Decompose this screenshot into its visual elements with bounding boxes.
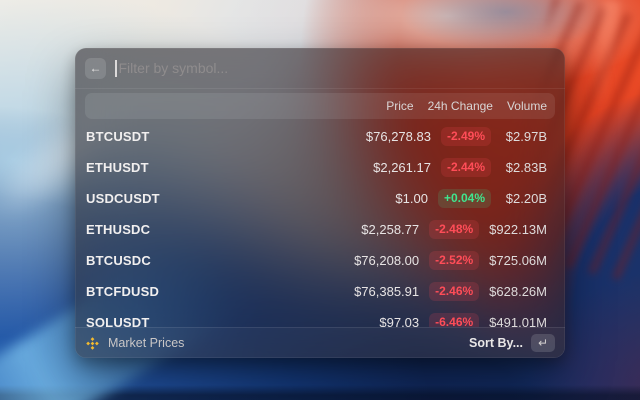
volume-value: $922.13M xyxy=(489,222,547,237)
change-badge: +0.04% xyxy=(437,189,491,208)
header-change: 24h Change xyxy=(427,99,493,113)
symbol-label: SOLUSDT xyxy=(86,315,150,327)
symbol-label: ETHUSDT xyxy=(86,160,149,175)
change-badge: -6.46% xyxy=(429,313,480,327)
price-value: $1.00 xyxy=(395,191,428,206)
symbol-label: ETHUSDC xyxy=(86,222,151,237)
table-row[interactable]: BTCFDUSD $76,385.91 -2.46% $628.26M xyxy=(85,276,555,307)
table-header-row: Price 24h Change Volume xyxy=(85,93,555,119)
change-badge: -2.46% xyxy=(429,282,480,301)
table-row[interactable]: ETHUSDC $2,258.77 -2.48% $922.13M xyxy=(85,214,555,245)
change-badge: -2.44% xyxy=(440,158,491,177)
table-row[interactable]: ETHUSDT $2,261.17 -2.44% $2.83B xyxy=(85,152,555,183)
change-badge: -2.49% xyxy=(440,127,491,146)
binance-logo-icon xyxy=(85,336,100,351)
change-badge: -2.48% xyxy=(429,220,480,239)
volume-value: $2.83B xyxy=(505,160,547,175)
table-row[interactable]: USDCUSDT $1.00 +0.04% $2.20B xyxy=(85,183,555,214)
table-row[interactable]: SOLUSDT $97.03 -6.46% $491.01M xyxy=(85,307,555,327)
symbol-label: BTCFDUSD xyxy=(86,284,160,299)
search-input-wrap xyxy=(115,59,555,77)
symbol-label: USDCUSDT xyxy=(86,191,160,206)
volume-value: $628.26M xyxy=(489,284,547,299)
header-price: Price xyxy=(386,99,414,113)
filter-symbol-input[interactable] xyxy=(118,60,555,76)
extension-title: Market Prices xyxy=(108,336,185,350)
action-bar: Market Prices Sort By... ↵ xyxy=(75,327,565,358)
sort-by-action[interactable]: Sort By... xyxy=(469,336,523,350)
symbol-label: BTCUSDC xyxy=(86,253,151,268)
return-key-icon[interactable]: ↵ xyxy=(531,334,555,352)
change-badge: -2.52% xyxy=(429,251,480,270)
price-value: $97.03 xyxy=(379,315,420,327)
table-row[interactable]: BTCUSDT $76,278.83 -2.49% $2.97B xyxy=(85,121,555,152)
volume-value: $2.97B xyxy=(505,129,547,144)
search-bar: ← xyxy=(75,48,565,89)
volume-value: $491.01M xyxy=(489,315,547,327)
market-list: Price 24h Change Volume BTCUSDT $76,278.… xyxy=(75,89,565,327)
table-row[interactable]: BTCUSDC $76,208.00 -2.52% $725.06M xyxy=(85,245,555,276)
price-value: $76,385.91 xyxy=(354,284,420,299)
volume-value: $725.06M xyxy=(489,253,547,268)
paint-stroke xyxy=(587,0,621,121)
symbol-label: BTCUSDT xyxy=(86,129,150,144)
volume-value: $2.20B xyxy=(505,191,547,206)
text-caret xyxy=(115,59,117,77)
price-value: $2,261.17 xyxy=(373,160,431,175)
header-volume: Volume xyxy=(506,99,547,113)
price-value: $2,258.77 xyxy=(361,222,420,237)
price-value: $76,278.83 xyxy=(365,129,431,144)
back-button[interactable]: ← xyxy=(85,57,106,79)
market-prices-window: ← Price 24h Change Volume BTCUSDT $76,27… xyxy=(75,48,565,358)
price-value: $76,208.00 xyxy=(354,253,420,268)
